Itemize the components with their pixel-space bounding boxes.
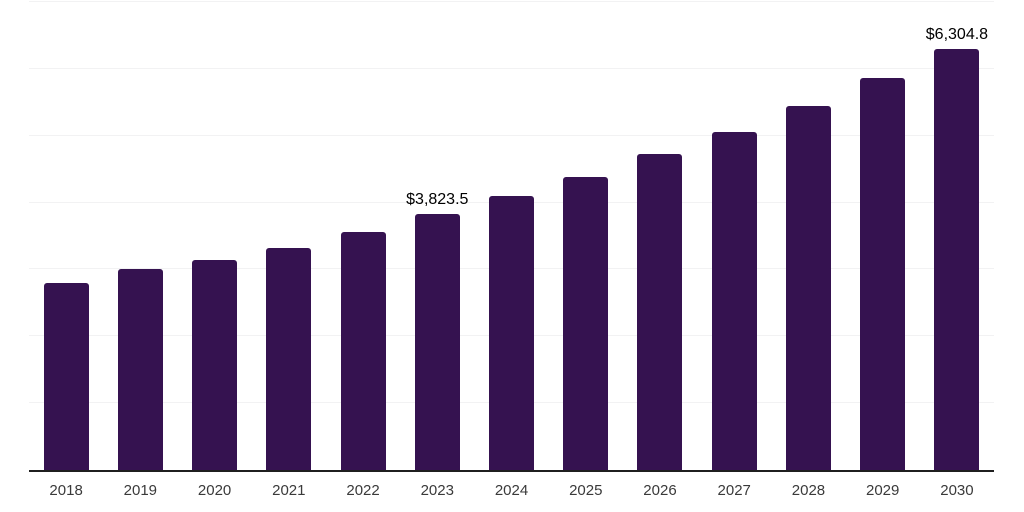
bar-slot-2026 [623, 2, 697, 470]
bar-2023 [414, 214, 460, 470]
bar-slot-2020 [177, 2, 251, 470]
bar-slot-2023: $3,823.5 [400, 2, 474, 470]
bar-2022 [340, 232, 386, 470]
gridline-7000 [29, 1, 994, 2]
bar-slot-2025 [549, 2, 623, 470]
bar-slot-2022 [326, 2, 400, 470]
bar-2018 [43, 283, 89, 470]
bar-slot-2019 [103, 2, 177, 470]
x-tick-2020: 2020 [197, 482, 232, 499]
x-tick-2030: 2030 [940, 482, 974, 499]
x-tick-2018: 2018 [49, 482, 83, 499]
bar-2029 [860, 77, 906, 470]
bar-2021 [266, 248, 312, 470]
bar-2019 [117, 269, 163, 470]
bar-slot-2024 [474, 2, 548, 470]
x-tick-2026: 2026 [643, 482, 677, 499]
x-tick-2024: 2024 [494, 482, 529, 499]
x-tick-2022: 2022 [346, 482, 380, 499]
bar-series: $3,823.5 $6,304.8 [29, 2, 994, 470]
plot-area: $3,823.5 $6,304.8 [29, 1, 994, 472]
bar-2026 [637, 154, 683, 470]
bar-slot-2030: $6,304.8 [920, 2, 994, 470]
x-tick-2027: 2027 [717, 482, 751, 499]
bar-2028 [785, 106, 831, 470]
bar-value-label-2023: $3,823.5 [406, 191, 469, 209]
x-tick-2019: 2019 [123, 482, 158, 499]
bar-2024 [489, 195, 535, 470]
bar-2020 [192, 260, 238, 470]
bar-2025 [563, 176, 609, 470]
bar-slot-2018 [29, 2, 103, 470]
bar-2027 [711, 132, 757, 470]
x-axis-tick-labels: 2018 2019 2020 2021 2022 2023 2024 2025 2026 2027… [29, 482, 994, 500]
bar-slot-2027 [697, 2, 771, 470]
bar-slot-2021 [252, 2, 326, 470]
gridline-5000 [29, 134, 994, 136]
bar-2030 [934, 48, 980, 470]
bar-slot-2028 [771, 2, 845, 470]
x-tick-2028: 2028 [791, 482, 826, 499]
x-tick-2023: 2023 [420, 482, 454, 499]
bar-value-label-2030: $6,304.8 [925, 25, 989, 43]
x-tick-2025: 2025 [569, 482, 603, 499]
x-axis-line [29, 470, 994, 472]
bar-slot-2029 [846, 2, 920, 470]
x-tick-2021: 2021 [272, 482, 306, 499]
gridline-6000 [29, 67, 994, 69]
x-tick-2029: 2029 [866, 482, 900, 499]
